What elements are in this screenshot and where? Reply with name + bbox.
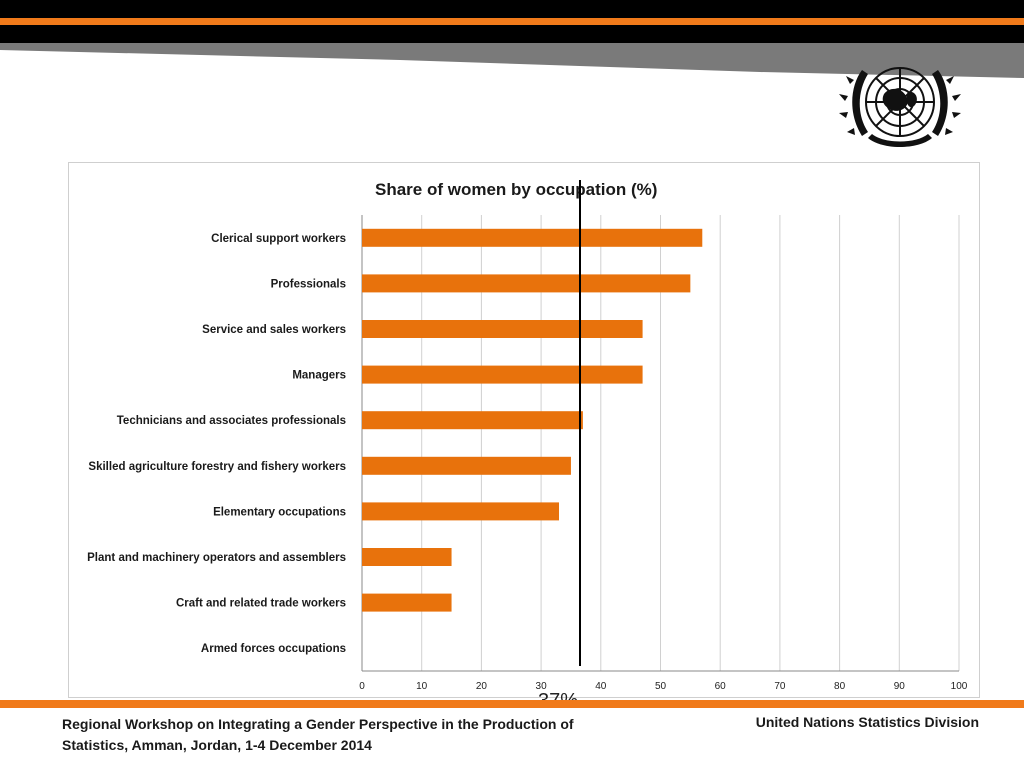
x-tick-label: 60 <box>715 681 727 692</box>
x-tick-label: 30 <box>536 681 548 692</box>
footer-organization-text: United Nations Statistics Division <box>755 714 979 730</box>
x-tick-label: 40 <box>595 681 607 692</box>
un-emblem-icon <box>839 67 961 147</box>
x-tick-label: 20 <box>476 681 488 692</box>
x-tick-label: 70 <box>774 681 786 692</box>
bar <box>362 365 643 384</box>
x-tick-label: 100 <box>951 681 968 692</box>
header-gray-swoosh <box>0 43 1024 78</box>
bar <box>362 456 571 475</box>
header-banner <box>0 0 1024 78</box>
bar <box>362 593 452 612</box>
category-label: Skilled agriculture forestry and fishery… <box>88 461 346 473</box>
category-label: Armed forces occupations <box>201 643 346 655</box>
bar <box>362 502 560 521</box>
category-label: Clerical support workers <box>211 233 346 245</box>
footer-workshop-text: Regional Workshop on Integrating a Gende… <box>62 716 574 753</box>
x-tick-label: 50 <box>655 681 667 692</box>
x-tick-label: 80 <box>834 681 846 692</box>
category-label: Service and sales workers <box>202 324 346 336</box>
category-label: Professionals <box>271 278 346 290</box>
category-label: Managers <box>292 370 346 382</box>
x-tick-label: 10 <box>416 681 428 692</box>
x-tick-label: 0 <box>359 681 365 692</box>
category-label: Technicians and associates professionals <box>117 415 346 427</box>
reference-line <box>579 180 581 666</box>
bar <box>362 320 643 338</box>
x-tick-label: 90 <box>894 681 906 692</box>
chart-title: Share of women by occupation (%) <box>375 180 657 199</box>
bar <box>362 274 691 293</box>
header-top-black <box>0 0 1024 18</box>
bar <box>362 228 703 247</box>
category-label: Plant and machinery operators and assemb… <box>87 552 346 564</box>
footer-orange-bar <box>0 700 1024 708</box>
header-bottom-black <box>0 25 1024 43</box>
header-orange-stripe <box>0 18 1024 25</box>
bar <box>362 548 452 566</box>
chart-frame: Share of women by occupation (%) Clerica… <box>68 162 980 698</box>
bar-chart: Share of women by occupation (%) Clerica… <box>87 180 968 692</box>
category-label: Elementary occupations <box>213 506 346 518</box>
category-label: Craft and related trade workers <box>176 598 346 610</box>
bar <box>362 411 583 430</box>
